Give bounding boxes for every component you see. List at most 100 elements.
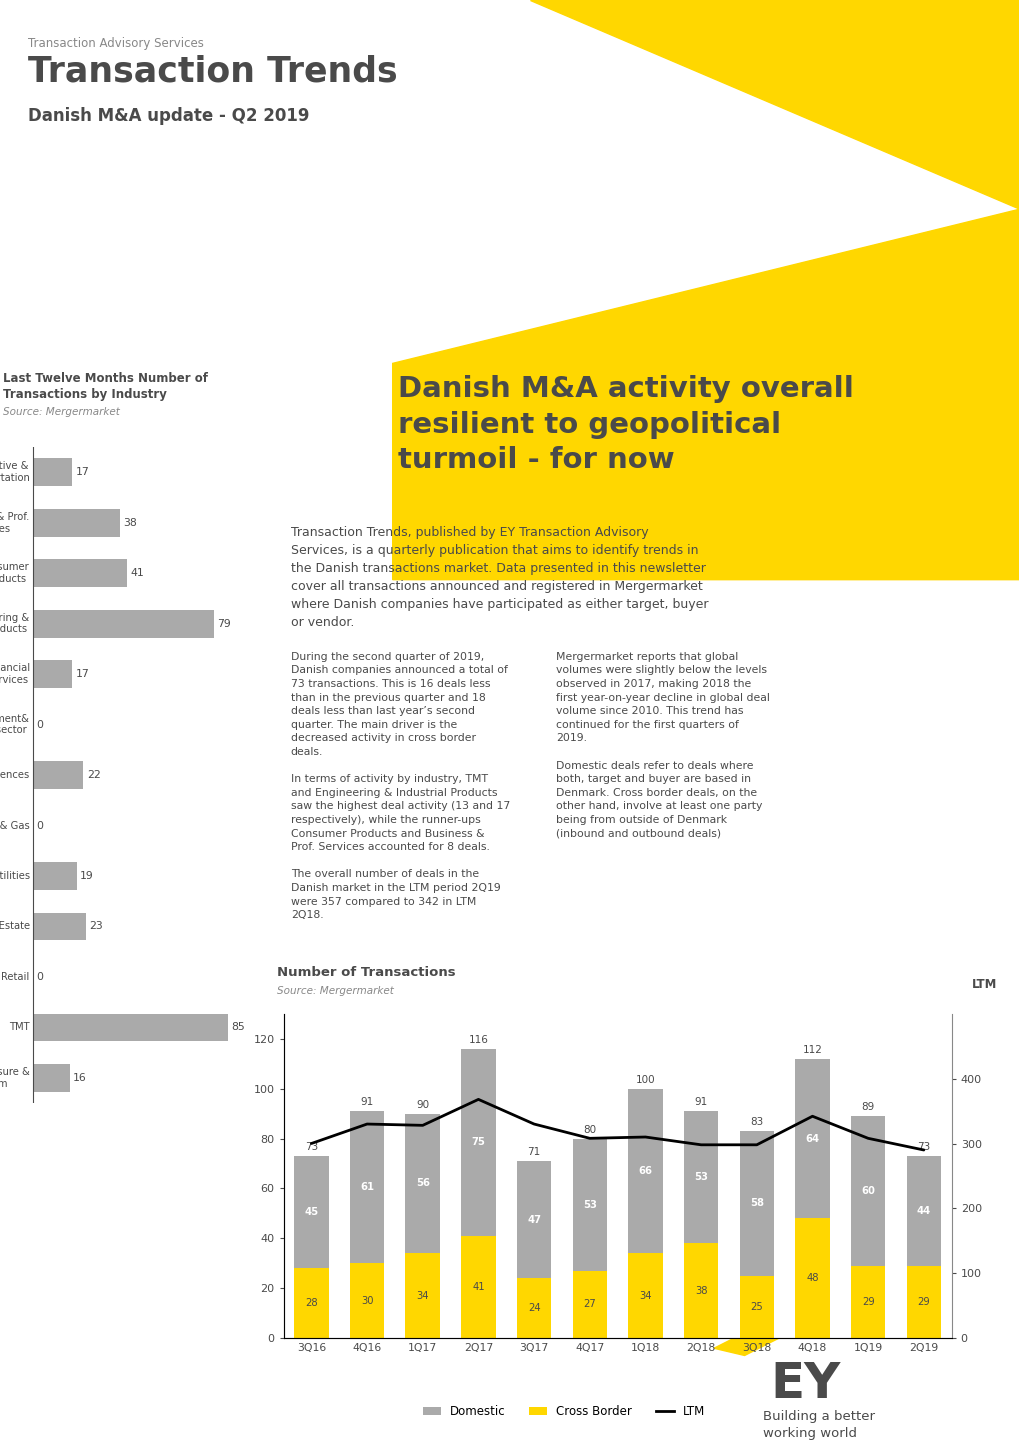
Line: LTM: LTM (311, 1099, 923, 1151)
Text: 56: 56 (416, 1178, 429, 1188)
Text: 47: 47 (527, 1214, 540, 1224)
Text: 112: 112 (802, 1045, 821, 1056)
Text: Engineering &
Ind. Products: Engineering & Ind. Products (0, 613, 30, 634)
Text: Last Twelve Months Number of
Transactions by Industry: Last Twelve Months Number of Transaction… (3, 372, 208, 401)
Text: Source: Mergermarket: Source: Mergermarket (3, 407, 119, 417)
Text: Real Estate: Real Estate (0, 921, 30, 932)
LTM (861, 1129, 873, 1146)
LTM (583, 1129, 595, 1146)
Bar (33, 559, 126, 587)
Bar (572, 1139, 606, 1270)
Bar (33, 459, 72, 486)
Text: 28: 28 (305, 1298, 317, 1308)
Text: Government&
Public sector: Government& Public sector (0, 714, 30, 735)
Bar (406, 1113, 439, 1253)
Text: Transaction Trends, published by EY Transaction Advisory
Services, is a quarterl: Transaction Trends, published by EY Tran… (290, 526, 707, 629)
LTM (361, 1116, 373, 1133)
Text: EY: EY (769, 1360, 840, 1407)
LTM (639, 1128, 651, 1145)
Bar (33, 610, 214, 637)
Bar (33, 1014, 227, 1041)
Text: 17: 17 (75, 669, 89, 679)
LTM (750, 1136, 762, 1154)
Text: Business & Prof.
Services: Business & Prof. Services (0, 512, 30, 534)
Text: 24: 24 (527, 1304, 540, 1314)
Bar (33, 761, 84, 789)
Text: 80: 80 (583, 1125, 596, 1135)
Text: 53: 53 (694, 1172, 707, 1182)
Text: 100: 100 (635, 1074, 654, 1084)
Bar (628, 1089, 662, 1253)
Text: Transaction Trends: Transaction Trends (28, 55, 397, 89)
Bar (795, 1058, 828, 1218)
LTM (917, 1142, 929, 1159)
Text: TMT: TMT (9, 1022, 30, 1032)
Text: Mergermarket reports that global
volumes were slightly below the levels
observed: Mergermarket reports that global volumes… (555, 652, 769, 839)
Text: 41: 41 (130, 568, 144, 578)
Text: 16: 16 (73, 1073, 87, 1083)
Text: 75: 75 (471, 1138, 485, 1148)
Text: 85: 85 (231, 1022, 245, 1032)
Text: 48: 48 (805, 1273, 818, 1283)
Bar (461, 1236, 495, 1338)
Bar (850, 1116, 884, 1266)
Text: 66: 66 (638, 1167, 652, 1177)
Text: 91: 91 (360, 1097, 373, 1107)
Text: 83: 83 (749, 1118, 762, 1128)
Bar (795, 1218, 828, 1338)
Text: 79: 79 (217, 619, 231, 629)
LTM (472, 1090, 484, 1107)
Text: 27: 27 (583, 1299, 595, 1309)
Text: 60: 60 (860, 1185, 874, 1195)
Bar (33, 913, 86, 940)
Text: 23: 23 (89, 921, 103, 932)
Text: 34: 34 (416, 1291, 429, 1301)
LTM (305, 1135, 317, 1152)
Bar (628, 1253, 662, 1338)
Bar (33, 509, 120, 536)
Text: 61: 61 (360, 1182, 374, 1193)
Text: Oil & Gas: Oil & Gas (0, 820, 30, 831)
Text: During the second quarter of 2019,
Danish companies announced a total of
73 tran: During the second quarter of 2019, Danis… (290, 652, 510, 920)
Text: 0: 0 (37, 972, 44, 982)
Text: 30: 30 (361, 1296, 373, 1306)
Text: Retail: Retail (1, 972, 30, 982)
Text: 0: 0 (37, 820, 44, 831)
Text: Transaction Advisory Services: Transaction Advisory Services (28, 37, 204, 50)
Text: Power & Utilities: Power & Utilities (0, 871, 30, 881)
Text: 17: 17 (75, 467, 89, 477)
Polygon shape (530, 0, 1019, 209)
Bar (739, 1131, 773, 1276)
Text: Danish M&A activity overall
resilient to geopolitical
turmoil - for now: Danish M&A activity overall resilient to… (397, 375, 853, 474)
Text: 73: 73 (305, 1142, 318, 1152)
Text: Financial
Services: Financial Services (0, 663, 30, 685)
Bar (293, 1269, 328, 1338)
Bar (906, 1156, 941, 1266)
Bar (683, 1243, 717, 1338)
Text: 29: 29 (861, 1296, 873, 1306)
Text: 22: 22 (87, 770, 101, 780)
LTM (416, 1116, 428, 1133)
Text: Building a better
working world: Building a better working world (762, 1410, 874, 1441)
Text: 25: 25 (750, 1302, 762, 1312)
Text: Number of Transactions: Number of Transactions (277, 966, 455, 979)
Text: 64: 64 (805, 1133, 818, 1144)
Bar (683, 1110, 717, 1243)
Text: LTM: LTM (971, 978, 997, 991)
Text: Source: Mergermarket: Source: Mergermarket (277, 986, 394, 996)
Text: 38: 38 (123, 518, 138, 528)
Bar (350, 1110, 384, 1263)
Text: 53: 53 (582, 1200, 596, 1210)
Bar (517, 1278, 551, 1338)
Bar (33, 660, 72, 688)
Text: 89: 89 (861, 1102, 874, 1112)
Text: Automotive &
Transportation: Automotive & Transportation (0, 461, 30, 483)
Text: Consumer
Products: Consumer Products (0, 562, 30, 584)
Bar (461, 1048, 495, 1236)
Legend: Domestic, Cross Border, LTM: Domestic, Cross Border, LTM (418, 1400, 709, 1423)
Text: 58: 58 (749, 1198, 763, 1208)
Text: Danish M&A update - Q2 2019: Danish M&A update - Q2 2019 (28, 107, 309, 124)
Text: Life Sciences: Life Sciences (0, 770, 30, 780)
Text: 90: 90 (416, 1100, 429, 1110)
Text: 29: 29 (916, 1296, 929, 1306)
